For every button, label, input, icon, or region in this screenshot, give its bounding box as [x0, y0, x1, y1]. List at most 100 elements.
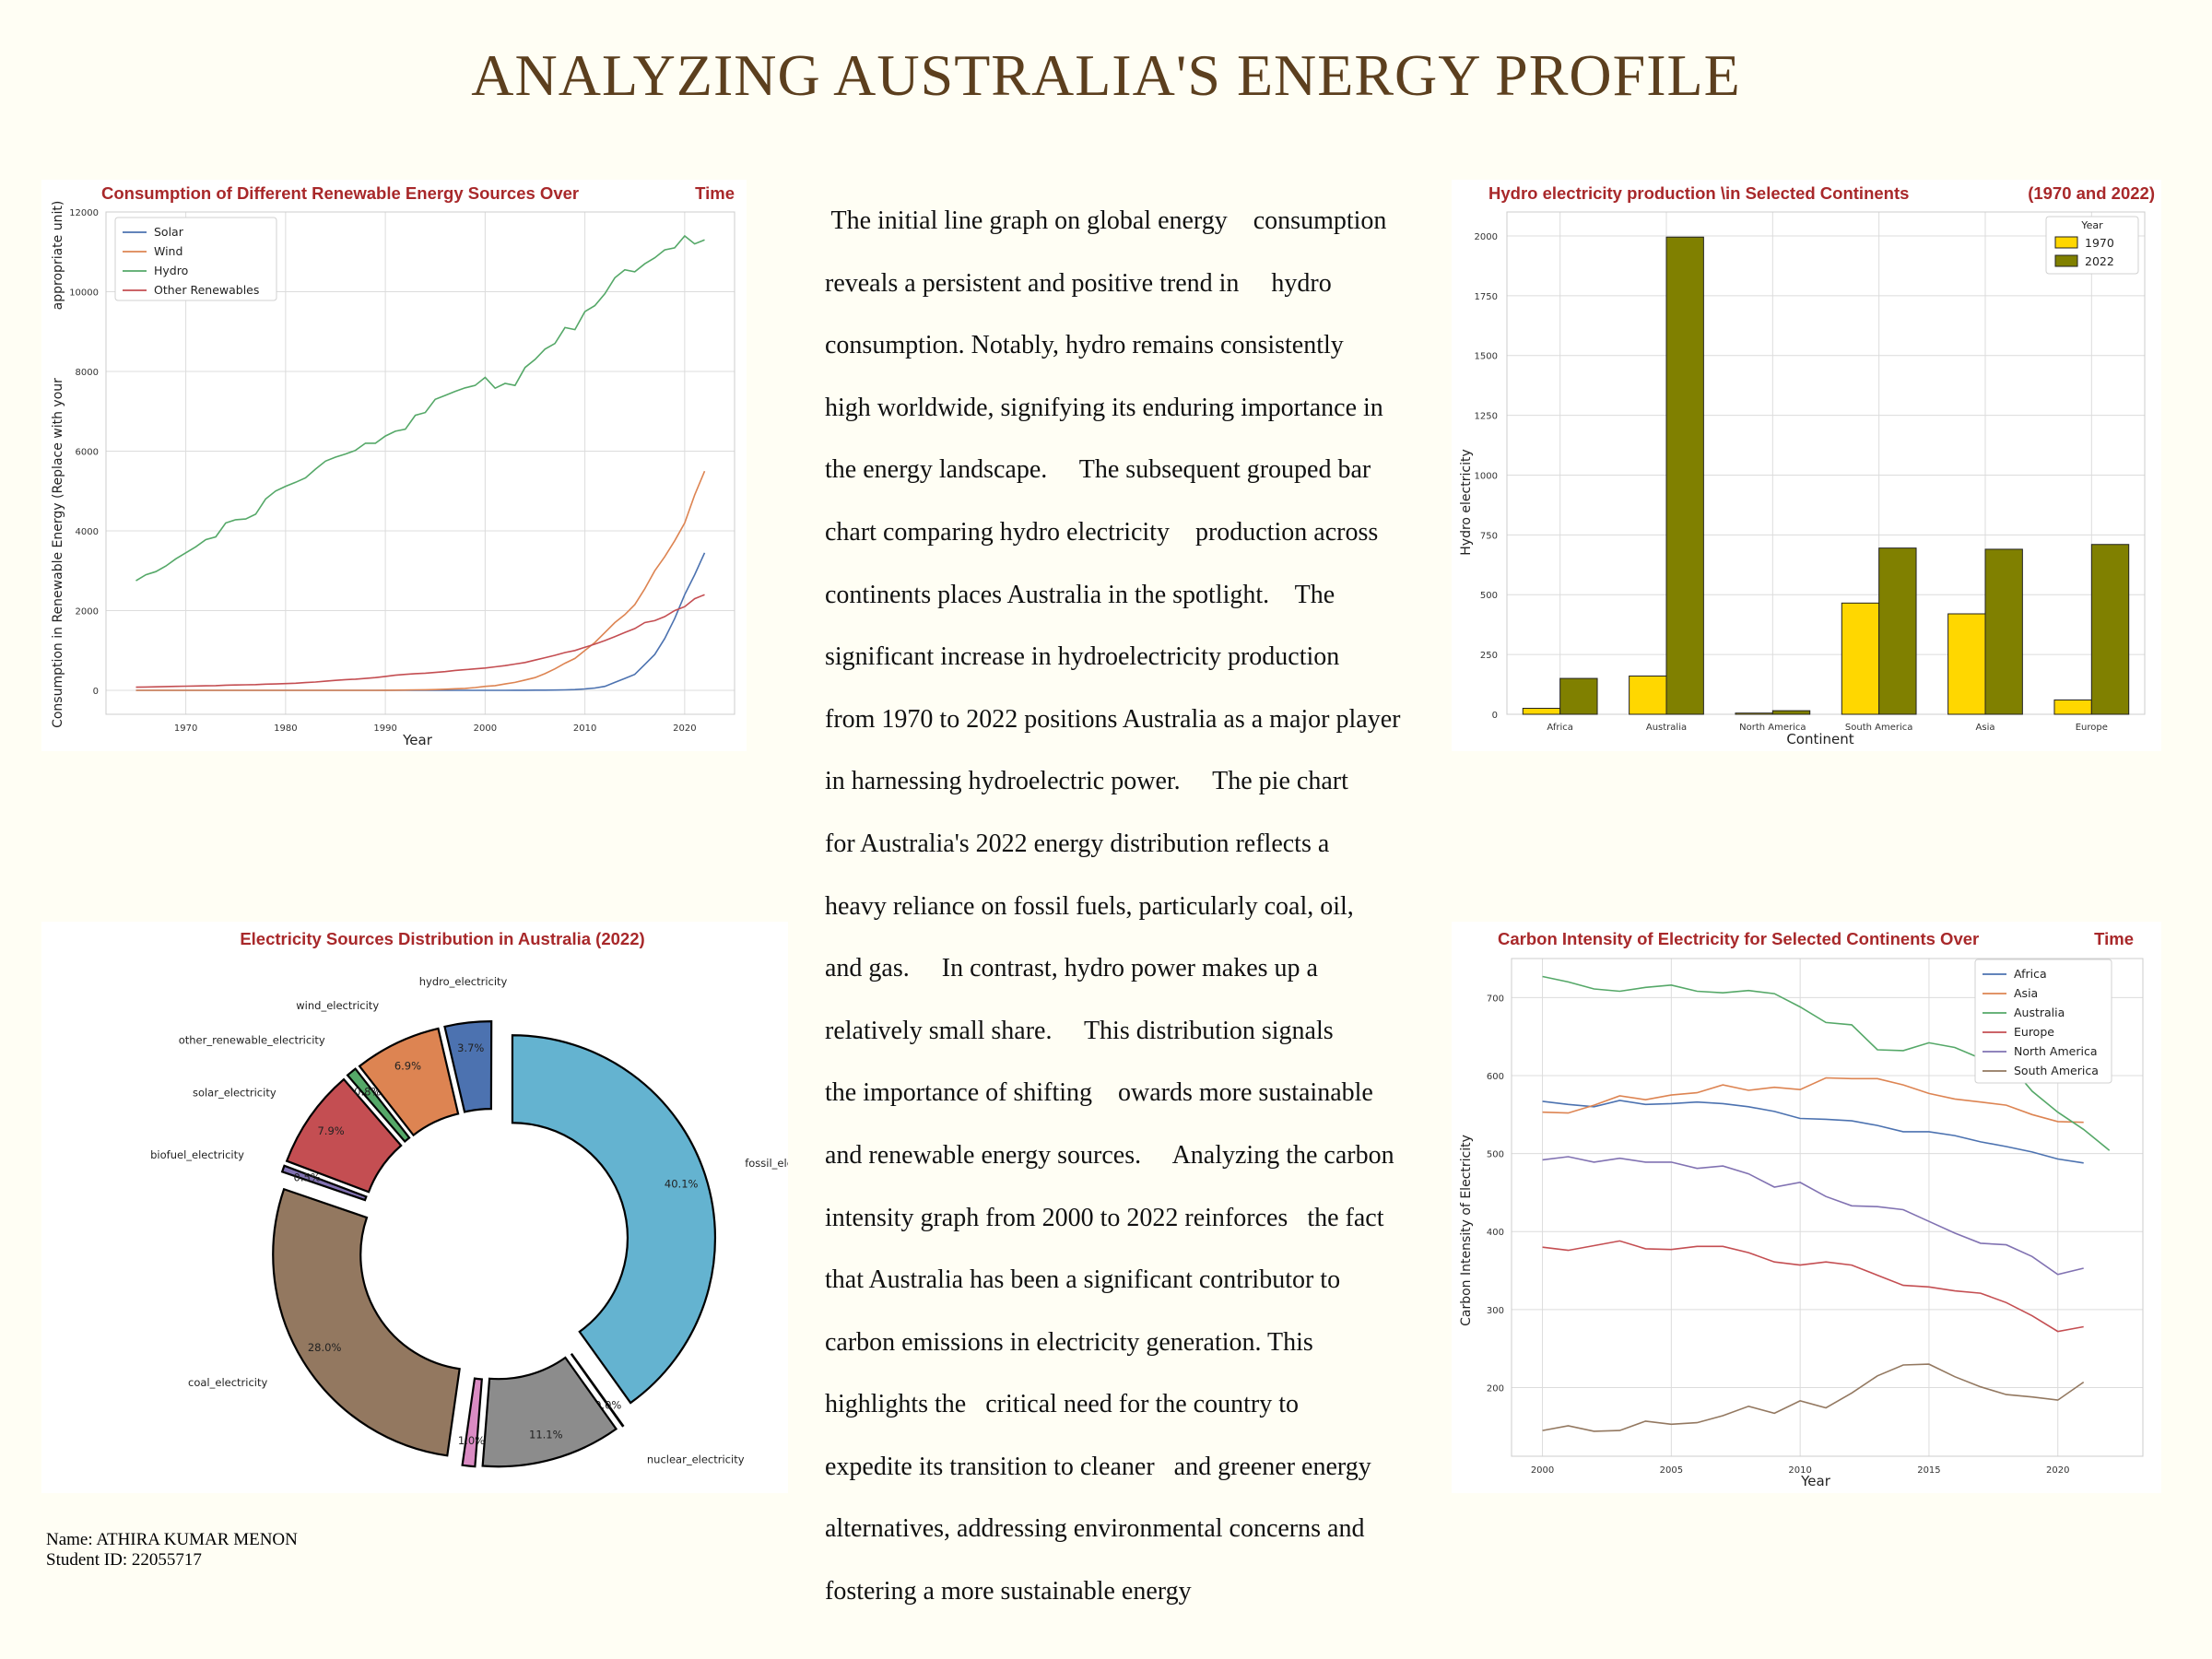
renewables-xlabel: Year [402, 732, 433, 748]
y-tick-label: 1250 [1475, 412, 1498, 422]
pie-slice-oil_electricity [463, 1379, 482, 1467]
text-line: significant increase in hydroelectricity… [825, 634, 1470, 697]
x-tick-label: 1980 [274, 724, 297, 734]
text-line: The initial line graph on global energy … [825, 198, 1470, 261]
pie-title: Electricity Sources Distribution in Aust… [240, 929, 644, 948]
pie-slice-fossil_electricity [512, 1035, 715, 1403]
text-line: relatively small share. This distributio… [825, 1008, 1470, 1071]
legend-label: Africa [2014, 967, 2047, 981]
carbon-title-left: Carbon Intensity of Electricity for Sele… [1498, 929, 1979, 948]
legend-swatch [2055, 255, 2077, 266]
pie-label: biofuel_electricity [150, 1148, 244, 1161]
carbon-xlabel: Year [1800, 1473, 1831, 1489]
bar-1970 [1841, 603, 1878, 714]
pie-label: wind_electricity [296, 999, 379, 1012]
renewables-title-left: Consumption of Different Renewable Energ… [101, 183, 579, 203]
y-tick-label: 2000 [1475, 232, 1498, 242]
x-tick-label: Asia [1976, 723, 1995, 733]
text-line: consumption. Notably, hydro remains cons… [825, 323, 1470, 385]
y-tick-label: 400 [1487, 1228, 1504, 1238]
bar-1970 [1523, 709, 1559, 714]
hydro-bar-chart: Africa Australia North America South Americ… [1452, 180, 2161, 751]
bar-2022 [1772, 711, 1809, 714]
author-info: Name: ATHIRA KUMAR MENON Student ID: 220… [46, 1530, 298, 1571]
y-tick-label: 2000 [76, 607, 99, 618]
text-line: from 1970 to 2022 positions Australia as… [825, 697, 1470, 759]
legend-label: Australia [2014, 1006, 2065, 1019]
y-tick-label: 750 [1480, 531, 1498, 541]
text-line: that Australia has been a significant co… [825, 1257, 1470, 1320]
legend-label: Hydro [154, 264, 188, 277]
text-line: chart comparing hydro electricity produc… [825, 510, 1470, 572]
legend-label: Asia [2014, 986, 2038, 1000]
legend-label: 2022 [2085, 254, 2114, 268]
legend-swatch [2055, 237, 2077, 248]
renewables-chart-panel: 1970 1980 1990 2000 2010 2020 0 2000 4000 6000 800… [41, 180, 747, 751]
renewables-line-chart: 1970 1980 1990 2000 2010 2020 0 2000 4000 6000 800… [41, 180, 747, 751]
pie-percent: 6.9% [394, 1060, 421, 1073]
y-tick-label: 0 [93, 687, 99, 697]
legend-label: South America [2014, 1064, 2099, 1077]
bar-2022 [2091, 545, 2128, 714]
renewables-title-right: Time [695, 183, 735, 203]
pie-percent: 7.9% [317, 1124, 344, 1137]
legend-title: Year [2080, 219, 2103, 231]
author-name: Name: ATHIRA KUMAR MENON [46, 1530, 298, 1550]
text-line: alternatives, addressing environmental c… [825, 1506, 1470, 1569]
bar-1970 [1948, 614, 1985, 714]
legend-label: Solar [154, 225, 184, 239]
x-tick-label: 1990 [373, 724, 396, 734]
hydro-xlabel: Continent [1786, 731, 1853, 747]
x-tick-label: South America [1845, 723, 1913, 733]
text-line: and renewable energy sources. Analyzing … [825, 1133, 1470, 1195]
bar-2022 [1985, 549, 2022, 714]
y-tick-label: 600 [1487, 1072, 1504, 1082]
y-tick-label: 500 [1480, 591, 1498, 601]
y-tick-label: 6000 [76, 448, 99, 458]
carbon-intensity-chart-panel: 2000 2005 2010 2015 2020 200 300 400 500 600 700 A… [1452, 922, 2161, 1493]
pie-label: hydro_electricity [419, 975, 508, 988]
pie-label: fossil_electricity [745, 1157, 788, 1170]
y-tick-label: 8000 [76, 368, 99, 378]
text-line: high worldwide, signifying its enduring … [825, 385, 1470, 448]
text-line: continents places Australia in the spotl… [825, 572, 1470, 635]
text-line: highlights the critical need for the cou… [825, 1382, 1470, 1444]
legend-label: 1970 [2085, 236, 2114, 250]
x-tick-label: 1970 [174, 724, 197, 734]
plot-frame [1507, 212, 2145, 714]
x-tick-label: Europe [2076, 723, 2108, 733]
pie-percent: 11.1% [529, 1429, 563, 1441]
series-line-asia [1543, 1078, 2084, 1123]
legend-label: Wind [154, 244, 182, 258]
y-tick-label: 12000 [69, 208, 99, 218]
text-line: reveals a persistent and positive trend … [825, 261, 1470, 324]
series-line-south-america [1543, 1364, 2084, 1431]
pie-percent: 3.7% [457, 1041, 484, 1054]
pie-percent: 40.1% [665, 1177, 699, 1190]
bar-1970 [1735, 713, 1772, 714]
y-tick-label: 1000 [1475, 471, 1498, 481]
pie-percent: 1.0% [458, 1434, 485, 1447]
y-tick-label: 700 [1487, 994, 1504, 1004]
bar-2022 [1560, 678, 1597, 714]
pie-label: nuclear_electricity [647, 1453, 745, 1465]
pie-slice-gas_electricity [483, 1358, 617, 1466]
x-tick-label: 2015 [1917, 1465, 1940, 1476]
analysis-text: The initial line graph on global energy … [825, 198, 1470, 1631]
y-tick-label: 4000 [76, 527, 99, 537]
page-title: ANALYZING AUSTRALIA'S ENERGY PROFILE [0, 41, 2212, 110]
hydro-title-right: (1970 and 2022) [2028, 183, 2155, 203]
series-line-other-renewables [136, 594, 705, 687]
bar-2022 [1879, 548, 1916, 714]
y-tick-label: 0 [1492, 711, 1498, 721]
bar-2022 [1666, 237, 1703, 714]
bar-1970 [2054, 700, 2091, 714]
series-line-europe [1543, 1241, 2084, 1331]
x-tick-label: 2020 [2046, 1465, 2069, 1476]
text-line: in harnessing hydroelectric power. The p… [825, 759, 1470, 821]
x-tick-label: 2005 [1660, 1465, 1683, 1476]
series-line-north-america [1543, 1157, 2084, 1275]
text-line: expedite its transition to cleaner and g… [825, 1444, 1470, 1507]
text-line: the importance of shifting owards more s… [825, 1070, 1470, 1133]
legend-label: North America [2014, 1044, 2098, 1058]
